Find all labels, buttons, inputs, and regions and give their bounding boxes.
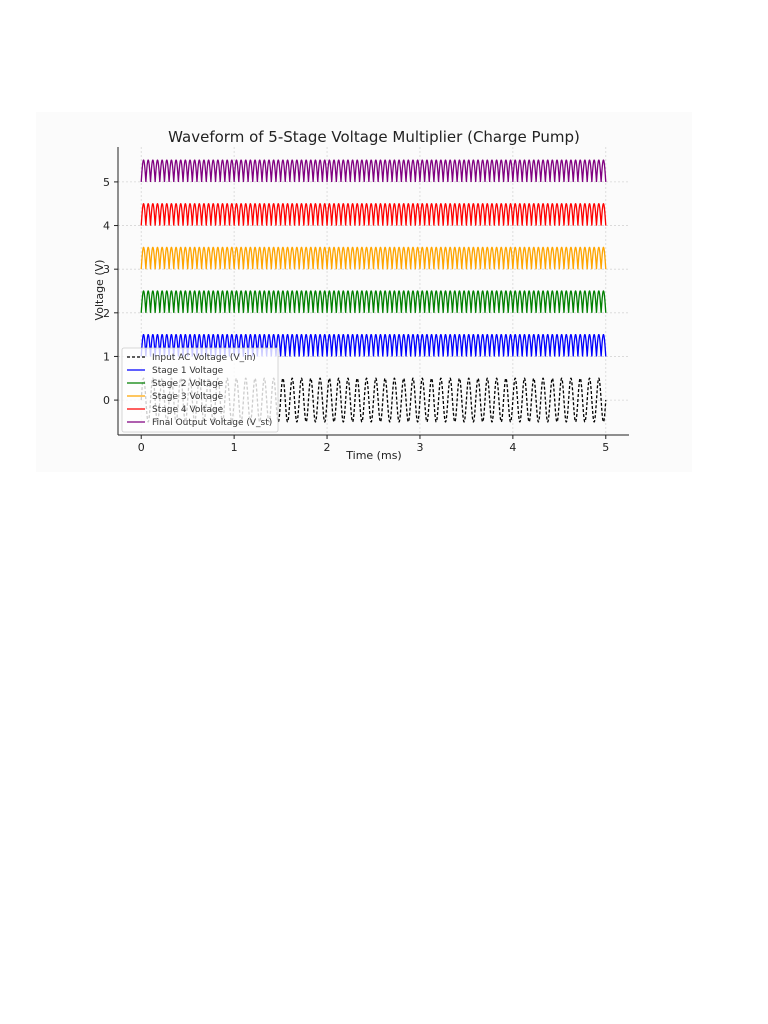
x-tick-label: 0 (138, 441, 145, 454)
series-line-5 (140, 203, 607, 226)
series-line-3 (140, 290, 607, 313)
legend: Input AC Voltage (V_in) Stage 1 Voltage St… (121, 347, 279, 433)
y-tick-label: 5 (103, 176, 110, 189)
y-tick-label: 0 (103, 394, 110, 407)
series-line-6 (140, 159, 607, 182)
series-line-4 (140, 246, 607, 270)
x-axis-title: Time (ms) (345, 449, 401, 462)
y-tick-label: 1 (103, 350, 110, 363)
y-tick-label: 3 (103, 263, 110, 276)
legend-label-3: Stage 2 Voltage (152, 379, 224, 389)
legend-label-2: Stage 1 Voltage (152, 366, 224, 376)
x-tick-label: 1 (231, 441, 238, 454)
axes: 0 1 2 3 4 5 0 1 2 3 4 5 (103, 147, 629, 454)
x-tick-label: 2 (324, 441, 331, 454)
legend-box (121, 347, 279, 433)
legend-label-5: Stage 4 Voltage (152, 405, 224, 415)
legend-label-6: Final Output Voltage (V_st) (152, 418, 272, 428)
series-line-2 (140, 334, 607, 357)
waveform-chart: Waveform of 5-Stage Voltage Multiplier (… (93, 128, 629, 462)
legend-label-4: Stage 3 Voltage (152, 392, 224, 402)
chart-figure: Waveform of 5-Stage Voltage Multiplier (… (36, 112, 692, 472)
x-tick-label: 5 (602, 441, 609, 454)
chart-title: Waveform of 5-Stage Voltage Multiplier (… (168, 128, 580, 146)
y-axis-title: Voltage (V) (93, 260, 106, 321)
y-tick-label: 2 (103, 307, 110, 320)
x-tick-label: 4 (509, 441, 516, 454)
x-tick-label: 3 (416, 441, 423, 454)
legend-label-1: Input AC Voltage (V_in) (152, 353, 256, 363)
y-tick-label: 4 (103, 220, 110, 233)
